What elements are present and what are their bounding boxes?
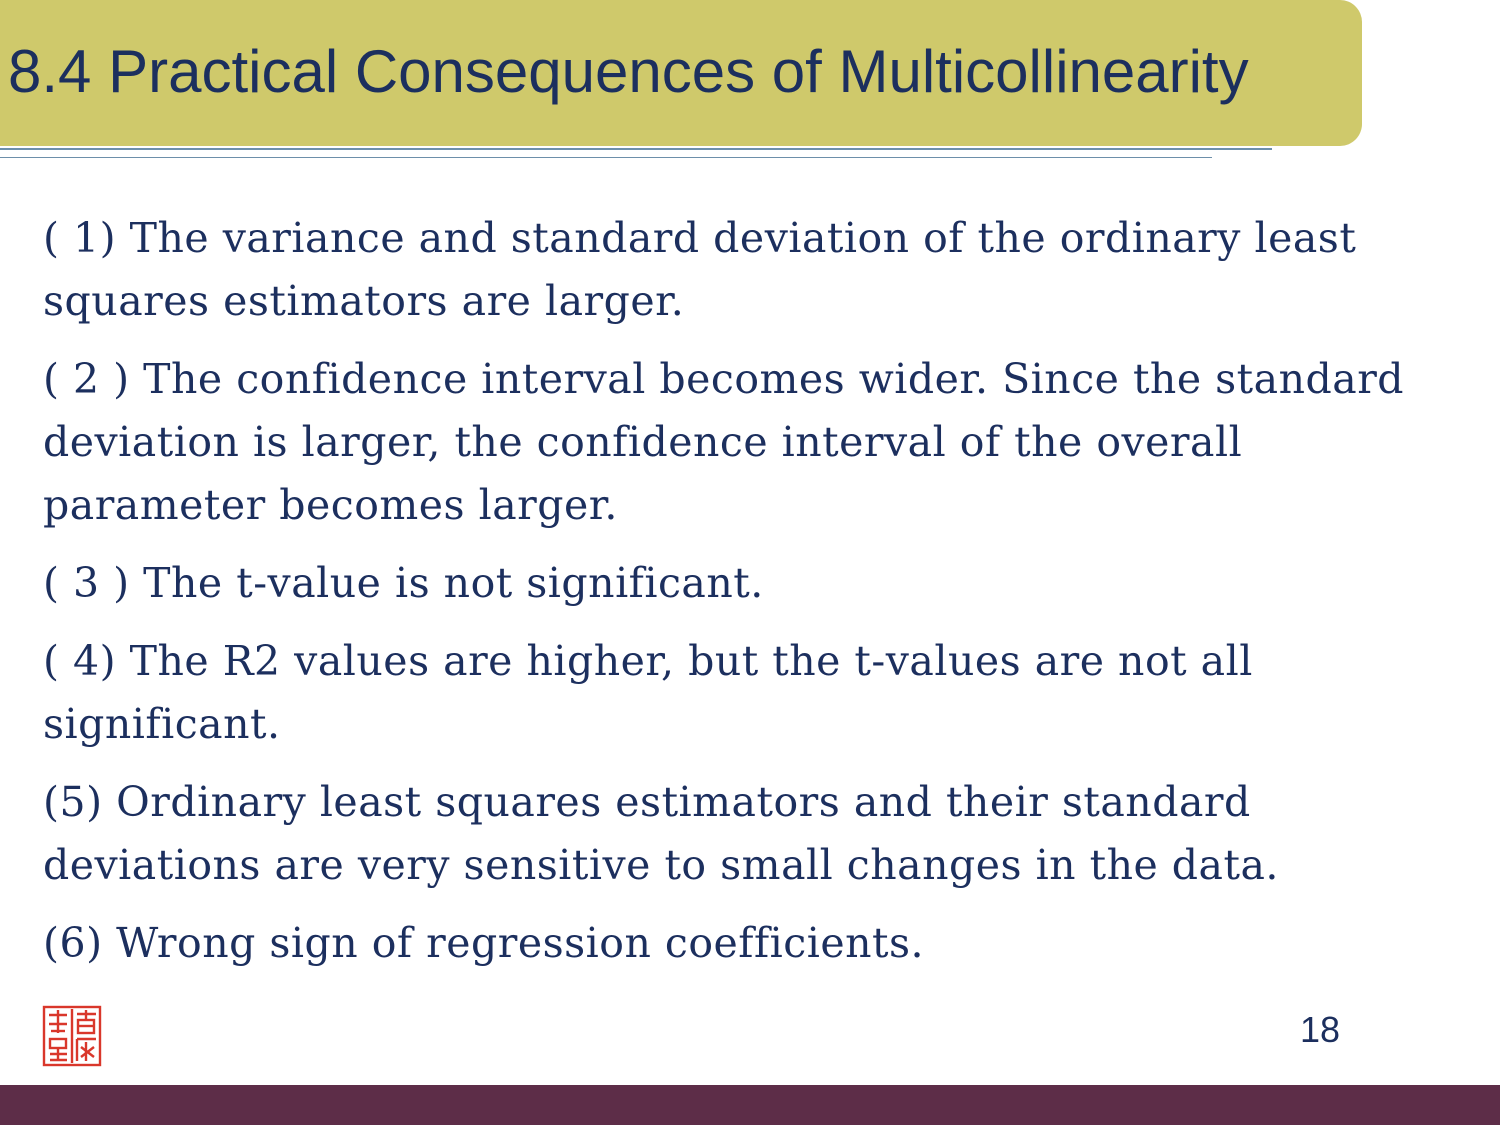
list-item: (5) Ordinary least squares estimators an… [43, 778, 1279, 889]
page-number: 18 [1300, 1009, 1341, 1050]
consequence-list: ( 1) The variance and standard deviation… [43, 207, 1443, 990]
slide-title: 8.4 Practical Consequences of Multicolli… [8, 38, 1249, 105]
list-item: ( 4) The R2 values are higher, but the t… [43, 637, 1253, 748]
list-item: (6) Wrong sign of regression coefficient… [43, 919, 925, 967]
seal-stamp-icon [42, 1005, 102, 1067]
footer-bar [0, 1085, 1500, 1125]
list-item: ( 1) The variance and standard deviation… [43, 214, 1357, 325]
title-bar: 8.4 Practical Consequences of Multicolli… [0, 0, 1362, 146]
list-item: ( 2 ) The confidence interval becomes wi… [43, 355, 1405, 529]
title-underline-rule-thin [0, 157, 1212, 158]
title-underline-rule [0, 148, 1272, 150]
list-item: ( 3 ) The t-value is not significant. [43, 559, 764, 607]
